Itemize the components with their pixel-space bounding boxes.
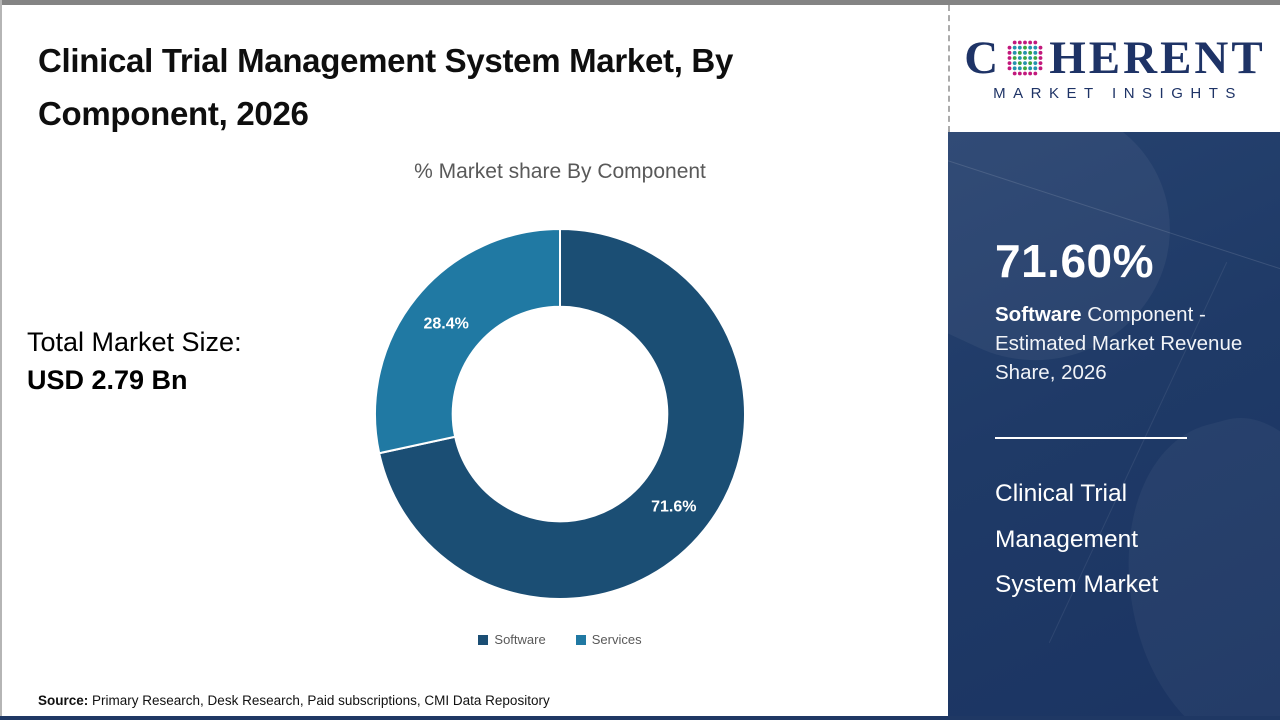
- donut-chart-block: % Market share By Component 71.6% 28.4% S…: [370, 160, 750, 647]
- donut-slice-software: [378, 227, 746, 600]
- slice-label-services: 28.4%: [424, 315, 469, 332]
- source-line: Source: Primary Research, Desk Research,…: [38, 693, 550, 708]
- legend-label: Software: [494, 632, 546, 647]
- logo-text-end: HERENT: [1049, 32, 1266, 84]
- sidebar: C HERENT MARKET INSIGHTS 71.60% Software…: [948, 0, 1280, 720]
- source-label: Source:: [38, 693, 89, 708]
- logo-globe-icon: [1007, 40, 1043, 76]
- main-content-area: Clinical Trial Management System Market,…: [27, 42, 750, 708]
- chart-subtitle: % Market share By Component: [414, 160, 706, 183]
- legend-item-services: Services: [575, 632, 642, 647]
- page-title: Clinical Trial Management System Market,…: [38, 42, 734, 132]
- legend-item-software: Software: [478, 632, 546, 647]
- donut-slice-services: [374, 227, 561, 455]
- key-stat-description: Software Component - Estimated Market Re…: [995, 300, 1245, 387]
- slice-label-software: 71.6%: [651, 499, 696, 516]
- top-border-strip: [0, 0, 1280, 5]
- company-logo: C HERENT MARKET INSIGHTS: [948, 5, 1280, 132]
- chart-legend: Software Services: [370, 632, 750, 647]
- left-border-strip: [0, 0, 2, 720]
- total-market-size-block: Total Market Size: USD 2.79 Bn: [27, 323, 242, 399]
- legend-swatch: [478, 634, 489, 645]
- logo-tagline: MARKET INSIGHTS: [993, 85, 1243, 102]
- sidebar-report-title: Clinical Trial Management System Market: [995, 480, 1159, 598]
- source-text: Primary Research, Desk Research, Paid su…: [92, 693, 550, 708]
- sidebar-navy-panel: 71.60% Software Component - Estimated Ma…: [948, 132, 1280, 720]
- sidebar-divider: [995, 437, 1187, 439]
- total-market-size-value: USD 2.79 Bn: [27, 365, 188, 395]
- legend-swatch: [575, 634, 586, 645]
- logo-wordmark: C HERENT: [964, 32, 1266, 84]
- key-stat-desc-rest: Component - Estimated Market Revenue Sha…: [995, 303, 1243, 384]
- sidebar-content: 71.60% Software Component - Estimated Ma…: [995, 132, 1245, 608]
- donut-chart: 71.6% 28.4%: [374, 227, 746, 600]
- key-stat-value: 71.60%: [995, 235, 1155, 287]
- logo-text-start: C: [964, 32, 1002, 84]
- key-stat-segment: Software: [995, 303, 1082, 326]
- total-market-size-label: Total Market Size:: [27, 327, 242, 357]
- legend-label: Services: [591, 632, 642, 647]
- bottom-border-strip: [0, 716, 1280, 720]
